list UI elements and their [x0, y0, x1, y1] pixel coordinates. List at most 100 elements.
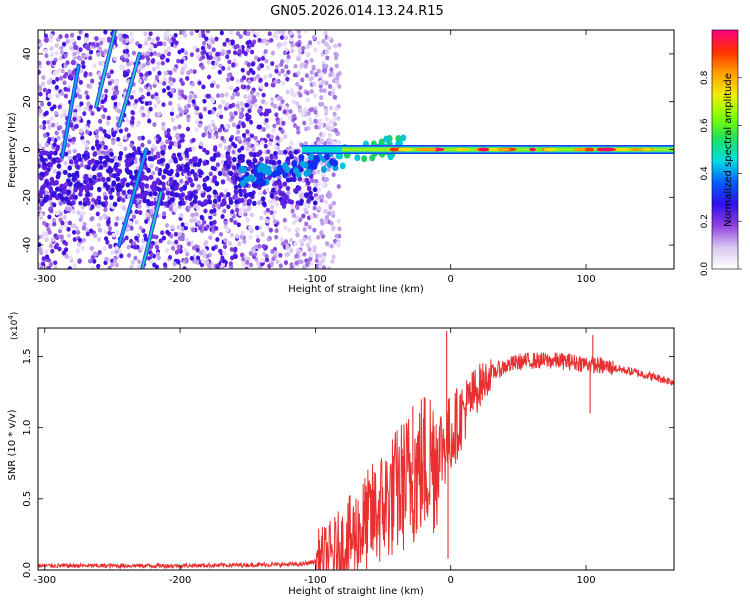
- noise-cell: [55, 210, 60, 216]
- noise-cell: [296, 71, 301, 76]
- noise-cell: [162, 81, 167, 86]
- noise-cell: [233, 254, 238, 260]
- noise-cell: [309, 252, 314, 258]
- noise-cell: [161, 181, 166, 187]
- noise-cell: [155, 134, 161, 139]
- noise-cell: [51, 157, 57, 163]
- noise-cell: [201, 54, 206, 60]
- noise-cell: [95, 211, 100, 217]
- noise-cell: [238, 114, 244, 120]
- transition-blob: [331, 159, 338, 167]
- noise-cell: [305, 90, 310, 96]
- noise-cell: [284, 252, 289, 258]
- noise-cell: [86, 164, 91, 170]
- noise-cell: [38, 205, 42, 211]
- noise-cell: [119, 253, 124, 259]
- noise-cell: [114, 85, 119, 91]
- noise-cell: [133, 255, 138, 261]
- noise-cell: [96, 199, 102, 205]
- noise-cell: [151, 66, 157, 72]
- noise-cell: [290, 48, 295, 54]
- noise-cell: [73, 112, 78, 117]
- noise-cell: [47, 124, 52, 130]
- y-tick-label: 1.0: [22, 420, 33, 436]
- noise-cell: [313, 109, 318, 115]
- noise-cell: [230, 95, 235, 100]
- y-tick-label: 0: [22, 146, 33, 152]
- noise-cell: [296, 56, 302, 62]
- noise-cell: [75, 104, 80, 110]
- noise-cell: [253, 103, 258, 109]
- noise-cell: [78, 56, 83, 62]
- noise-cell: [228, 72, 233, 78]
- noise-cell: [78, 217, 83, 223]
- noise-cell: [59, 234, 64, 240]
- noise-cell: [116, 102, 122, 107]
- noise-cell: [209, 220, 214, 226]
- noise-cell: [130, 119, 135, 125]
- noise-cell: [241, 123, 246, 128]
- noise-cell: [44, 170, 49, 176]
- noise-cell: [228, 199, 234, 205]
- noise-cell: [78, 30, 83, 35]
- noise-cell: [295, 101, 300, 106]
- noise-cell: [96, 222, 101, 228]
- noise-cell: [160, 141, 165, 147]
- noise-cell: [251, 70, 256, 76]
- noise-cell: [190, 212, 195, 218]
- noise-cell: [46, 265, 51, 269]
- noise-cell: [38, 84, 42, 90]
- noise-cell: [329, 67, 334, 73]
- noise-cell: [240, 230, 245, 236]
- noise-cell: [269, 261, 275, 267]
- noise-cell: [164, 223, 170, 228]
- noise-cell: [170, 224, 175, 230]
- x-tick-label: -200: [169, 575, 192, 586]
- streak-core: [141, 191, 163, 269]
- noise-cell: [98, 164, 104, 170]
- noise-cell: [88, 49, 94, 55]
- x-tick-label: 0: [448, 575, 454, 586]
- noise-cell: [226, 49, 232, 55]
- noise-cell: [67, 172, 72, 178]
- noise-cell: [289, 199, 295, 205]
- noise-cell: [305, 262, 310, 268]
- noise-cell: [42, 87, 48, 93]
- noise-cell: [313, 47, 318, 53]
- noise-cell: [303, 107, 308, 113]
- noise-cell: [289, 237, 294, 243]
- noise-cell: [328, 137, 333, 143]
- noise-cell: [43, 48, 48, 54]
- noise-cell: [170, 245, 176, 251]
- noise-cell: [266, 149, 271, 155]
- noise-cell: [260, 140, 265, 146]
- transition-blob: [354, 154, 361, 162]
- noise-cell: [223, 194, 228, 200]
- noise-cell: [178, 89, 183, 95]
- noise-cell: [311, 64, 316, 70]
- noise-cell: [221, 66, 226, 71]
- noise-cell: [145, 212, 150, 217]
- noise-cell: [324, 107, 329, 113]
- noise-cell: [185, 126, 191, 132]
- noise-cell: [114, 221, 119, 227]
- noise-cell: [264, 117, 269, 123]
- noise-cell: [208, 55, 213, 61]
- noise-cell: [287, 227, 292, 233]
- noise-cell: [304, 126, 309, 132]
- noise-cell: [59, 75, 64, 81]
- noise-cell: [331, 254, 336, 260]
- streak-core: [95, 30, 117, 108]
- noise-cell: [241, 262, 246, 268]
- snr-x-label: Height of straight line (km): [288, 586, 424, 597]
- noise-cell: [152, 262, 157, 268]
- noise-cell: [242, 201, 247, 207]
- noise-cell: [251, 248, 256, 254]
- noise-cell: [304, 177, 310, 183]
- noise-cell: [302, 237, 307, 242]
- noise-cell: [309, 195, 315, 201]
- carrier-peak: [415, 147, 433, 152]
- noise-cell: [271, 128, 276, 133]
- noise-cell: [283, 260, 289, 266]
- noise-cell: [249, 212, 254, 218]
